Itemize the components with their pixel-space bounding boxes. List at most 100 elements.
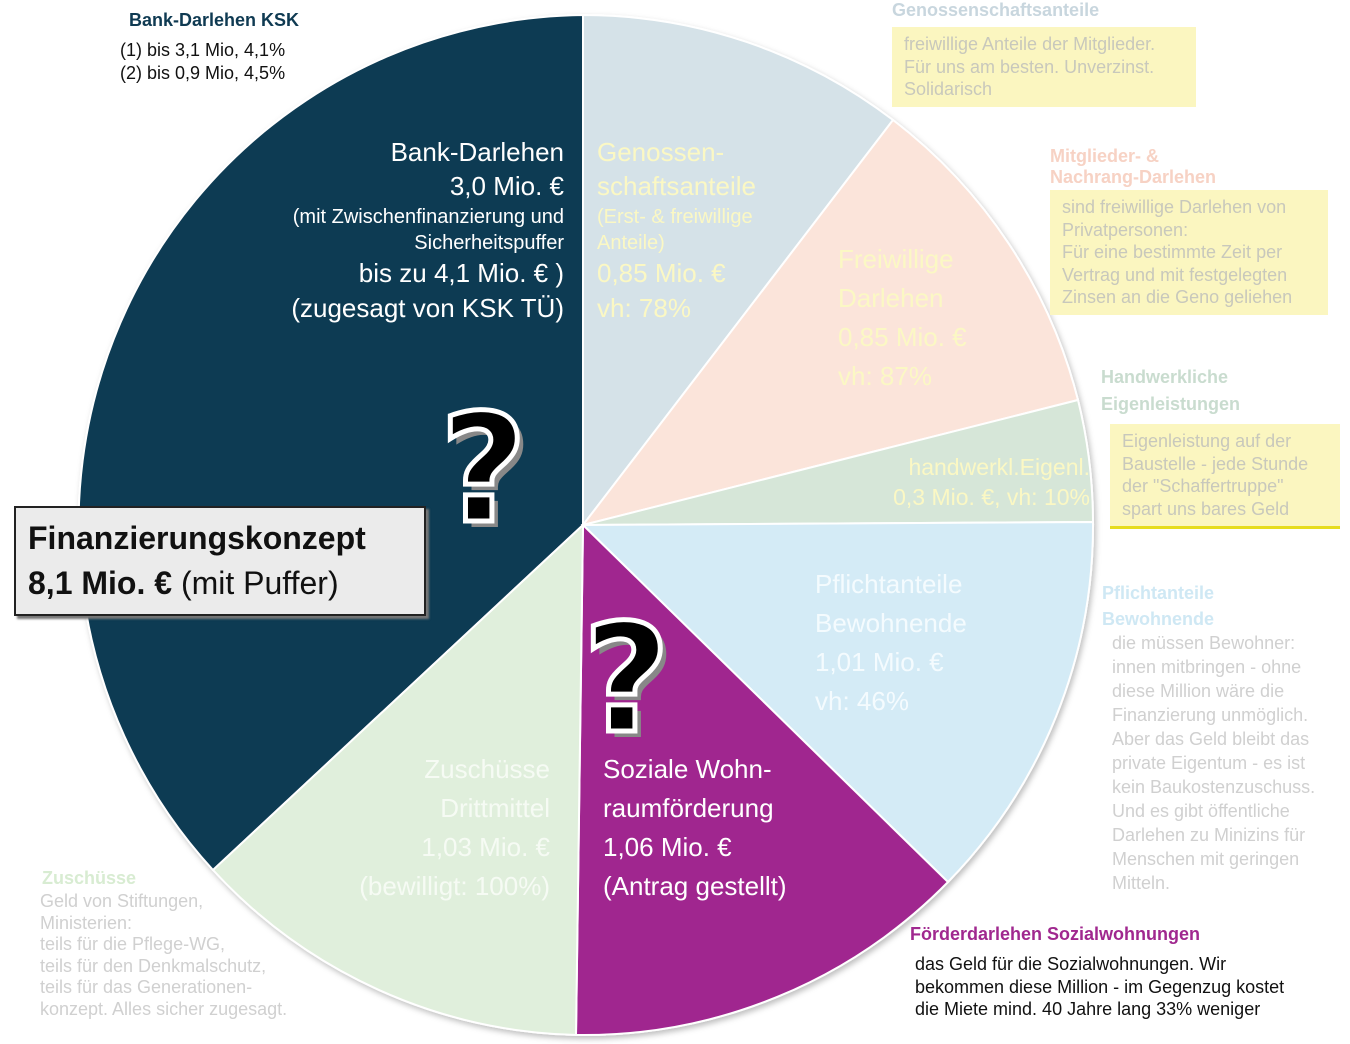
callout-bank-title: Bank-Darlehen KSK bbox=[129, 10, 300, 30]
callout-pflicht-line: Und es gibt öffentliche bbox=[1112, 800, 1290, 821]
chart-total-note: (mit Puffer) bbox=[172, 564, 339, 601]
slice-genossenschaftsanteile bbox=[582, 13, 895, 528]
slice-bank-darlehen bbox=[77, 13, 584, 872]
callout-pflicht-line: Darlehen zu Minizins für bbox=[1112, 824, 1306, 845]
callout-handwerk-line: der "Schaffertruppe" bbox=[1122, 476, 1284, 496]
genossen-note-2: Anteile) bbox=[597, 232, 665, 255]
callout-zuschuss-line: teils für das Generationen- bbox=[40, 977, 253, 998]
label-genossenschaftsanteile: Genossen- schaftsanteile (Erst- & freiwi… bbox=[597, 135, 756, 325]
callout-mitglieder-line: Privatpersonen: bbox=[1062, 219, 1189, 240]
callout-genossen-line: Solidarisch bbox=[904, 79, 993, 99]
question-mark-icon: ? bbox=[580, 593, 672, 767]
slice-soziale-wohnraumfoerderung bbox=[574, 522, 950, 1037]
callout-mitglieder-line: Zinsen an die Geno geliehen bbox=[1062, 287, 1293, 307]
callout-zuschuss-title: Zuschüsse bbox=[42, 868, 137, 888]
callout-pflicht-title-1: Pflichtanteile bbox=[1102, 583, 1215, 603]
chart-total-value: 8,1 Mio. € bbox=[28, 564, 173, 601]
callout-handwerk-title-2: Eigenleistungen bbox=[1101, 394, 1241, 414]
callout-zuschuesse: Zuschüsse Geld von Stiftungen, Ministeri… bbox=[40, 868, 287, 1021]
callout-zuschuss-line: Ministerien: bbox=[40, 912, 133, 933]
callout-mitglieder-title-1: Mitglieder- & bbox=[1050, 146, 1160, 166]
bank-value: 3,0 Mio. € bbox=[449, 171, 564, 202]
callout-pflicht-line: Mitteln. bbox=[1112, 872, 1171, 893]
zuschuss-title-1: Zuschüsse bbox=[424, 754, 550, 784]
freiwillige-title-2: Darlehen bbox=[838, 283, 944, 313]
bank-note-1: (mit Zwischenfinanzierung und bbox=[292, 205, 564, 228]
callout-zuschuss-line: teils für die Pflege-WG, bbox=[40, 934, 226, 955]
callout-mitglieder-line: Für eine bestimmte Zeit per bbox=[1062, 242, 1283, 262]
callout-pflichtanteile: Pflichtanteile Bewohnende die müssen Bew… bbox=[1102, 580, 1315, 896]
genossen-value: 0,85 Mio. € bbox=[597, 258, 726, 289]
pflicht-title-1: Pflichtanteile bbox=[815, 569, 963, 599]
callout-genossen-title: Genossenschaftsanteile bbox=[892, 0, 1100, 20]
sozial-value: 1,06 Mio. € bbox=[603, 832, 732, 862]
callout-pflicht-line: Finanzierung unmöglich. bbox=[1112, 705, 1309, 725]
slice-pflichtanteile bbox=[580, 520, 1095, 884]
genossen-vh: vh: 78% bbox=[597, 292, 691, 323]
callout-genossenschaftsanteile: Genossenschaftsanteile freiwillige Antei… bbox=[892, 0, 1196, 107]
slice-freiwillige-darlehen bbox=[580, 118, 1080, 527]
pflicht-vh: vh: 46% bbox=[815, 686, 909, 716]
callout-bank-darlehen: Bank-Darlehen KSK (1) bis 3,1 Mio, 4,1% … bbox=[120, 10, 299, 84]
callout-zuschuss-line: teils für den Denkmalschutz, bbox=[40, 955, 267, 976]
chart-total: 8,1 Mio. € (mit Puffer) bbox=[28, 561, 412, 606]
callout-pflicht-line: die müssen Bewohner: bbox=[1112, 633, 1296, 654]
callout-handwerk-line: Baustelle - jede Stunde bbox=[1122, 453, 1309, 474]
slice-zuschuesse bbox=[211, 522, 585, 1037]
callout-handwerk-title-1: Handwerkliche bbox=[1101, 367, 1229, 387]
bank-status: (zugesagt von KSK TÜ) bbox=[291, 292, 564, 323]
callout-pflicht-line: Aber das Geld bleibt das bbox=[1112, 728, 1310, 749]
handwerk-value: 0,3 Mio. €, vh: 10% bbox=[893, 484, 1090, 511]
callout-zuschuss-line: konzept. Alles sicher zugesagt. bbox=[40, 998, 288, 1019]
callout-pflicht-line: private Eigentum - es ist bbox=[1112, 752, 1306, 773]
callout-genossen-line: freiwillige Anteile der Mitglieder. bbox=[904, 34, 1156, 54]
pflicht-value: 1,01 Mio. € bbox=[815, 647, 944, 677]
callout-foerderdarlehen: Förderdarlehen Sozialwohnungen das Geld … bbox=[910, 924, 1284, 1021]
title-box: Finanzierungskonzept 8,1 Mio. € (mit Puf… bbox=[14, 506, 426, 616]
callout-foerder-title: Förderdarlehen Sozialwohnungen bbox=[910, 924, 1201, 944]
callout-foerder-line: bekommen diese Million - im Gegenzug kos… bbox=[915, 976, 1285, 997]
callout-mitglieder-darlehen: Mitglieder- & Nachrang-Darlehen sind fre… bbox=[1050, 146, 1328, 315]
callout-bank-line: (1) bis 3,1 Mio, 4,1% bbox=[120, 40, 286, 60]
label-bank-darlehen: Bank-Darlehen 3,0 Mio. € (mit Zwischenfi… bbox=[200, 135, 564, 325]
callout-pflicht-line: diese Million wäre die bbox=[1112, 681, 1285, 702]
label-pflichtanteile: Pflichtanteile Bewohnende 1,01 Mio. € vh… bbox=[815, 565, 967, 721]
label-freiwillige-darlehen: Freiwillige Darlehen 0,85 Mio. € vh: 87% bbox=[838, 240, 967, 396]
callout-mitglieder-title-2: Nachrang-Darlehen bbox=[1050, 167, 1217, 187]
sozial-title-2: raumförderung bbox=[603, 793, 774, 823]
freiwillige-vh: vh: 87% bbox=[838, 361, 932, 391]
pflicht-title-2: Bewohnende bbox=[815, 608, 967, 638]
callout-foerder-line: die Miete mind. 40 Jahre lang 33% wenige… bbox=[915, 999, 1261, 1019]
callout-pflicht-title-2: Bewohnende bbox=[1102, 609, 1215, 630]
label-handwerkl-eigenleistungen: handwerkl.Eigenl. 0,3 Mio. €, vh: 10% bbox=[860, 452, 1090, 513]
callout-zuschuss-line: Geld von Stiftungen, bbox=[40, 891, 204, 911]
sozial-title-1: Soziale Wohn- bbox=[603, 754, 772, 784]
bank-title: Bank-Darlehen bbox=[390, 137, 564, 167]
label-zuschuesse: Zuschüsse Drittmittel 1,03 Mio. € (bewil… bbox=[300, 750, 550, 906]
zuschuss-status: (bewilligt: 100%) bbox=[359, 871, 550, 901]
freiwillige-title-1: Freiwillige bbox=[838, 244, 954, 274]
chart-title: Finanzierungskonzept bbox=[28, 520, 366, 556]
handwerk-title: handwerkl.Eigenl. bbox=[908, 454, 1090, 480]
callout-pflicht-line: Menschen mit geringen bbox=[1112, 848, 1300, 869]
callout-handwerkliche-eigenleistungen: Handwerkliche Eigenleistungen Eigenleist… bbox=[1101, 364, 1340, 529]
label-soziale-wohnraumfoerderung: Soziale Wohn- raumförderung 1,06 Mio. € … bbox=[603, 750, 787, 906]
callout-foerder-line: das Geld für die Sozialwohnungen. Wir bbox=[915, 954, 1227, 974]
callout-handwerk-line: Eigenleistung auf der bbox=[1122, 431, 1292, 451]
zuschuss-value: 1,03 Mio. € bbox=[421, 832, 550, 862]
genossen-title-1: Genossen- bbox=[597, 137, 725, 167]
callout-handwerk-line: spart uns bares Geld bbox=[1122, 498, 1290, 519]
zuschuss-title-2: Drittmittel bbox=[440, 793, 550, 823]
question-mark-icon: ? bbox=[437, 383, 529, 557]
genossen-title-2: schaftsanteile bbox=[597, 171, 756, 202]
genossen-note-1: (Erst- & freiwillige bbox=[597, 205, 753, 228]
bank-note-3: bis zu 4,1 Mio. € ) bbox=[358, 258, 564, 289]
sozial-status: (Antrag gestellt) bbox=[603, 871, 787, 901]
bank-note-2: Sicherheitspuffer bbox=[414, 232, 564, 255]
callout-pflicht-line: kein Baukostenzuschuss. bbox=[1112, 776, 1316, 797]
callout-bank-line: (2) bis 0,9 Mio, 4,5% bbox=[120, 62, 286, 83]
callout-genossen-line: Für uns am besten. Unverzinst. bbox=[904, 56, 1155, 77]
callout-mitglieder-line: sind freiwillige Darlehen von bbox=[1062, 197, 1287, 217]
callout-pflicht-line: innen mitbringen - ohne bbox=[1112, 657, 1302, 678]
